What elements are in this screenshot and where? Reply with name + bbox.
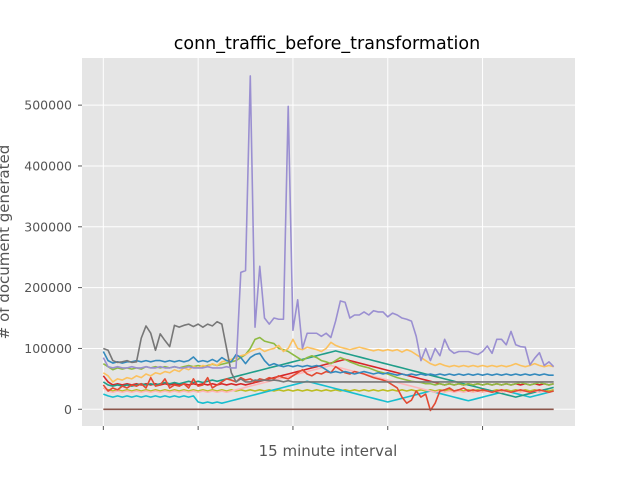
series-line <box>102 351 554 377</box>
plot-area <box>82 58 575 426</box>
chart-title: conn_traffic_before_transformation <box>174 34 480 54</box>
axis-ticks: 0 100000 200000 300000 400000 500000 <box>24 98 484 430</box>
series-line <box>102 75 555 369</box>
x-axis-label: 15 minute interval <box>259 442 398 460</box>
series-lines <box>102 75 555 412</box>
series-line <box>102 350 554 398</box>
series-line <box>103 380 554 404</box>
y-tick-label: 200000 <box>24 280 72 295</box>
y-tick-label: 300000 <box>24 219 72 234</box>
y-tick-label: 0 <box>64 402 72 417</box>
series-line <box>103 320 554 383</box>
y-tick-label: 400000 <box>24 158 72 173</box>
y-tick-label: 500000 <box>24 98 72 113</box>
y-tick-label: 100000 <box>24 341 72 356</box>
series-line <box>102 338 554 383</box>
y-axis-label: # of document generated <box>0 145 13 340</box>
